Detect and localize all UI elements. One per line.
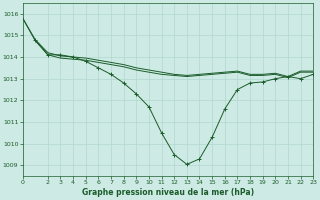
X-axis label: Graphe pression niveau de la mer (hPa): Graphe pression niveau de la mer (hPa) (82, 188, 254, 197)
